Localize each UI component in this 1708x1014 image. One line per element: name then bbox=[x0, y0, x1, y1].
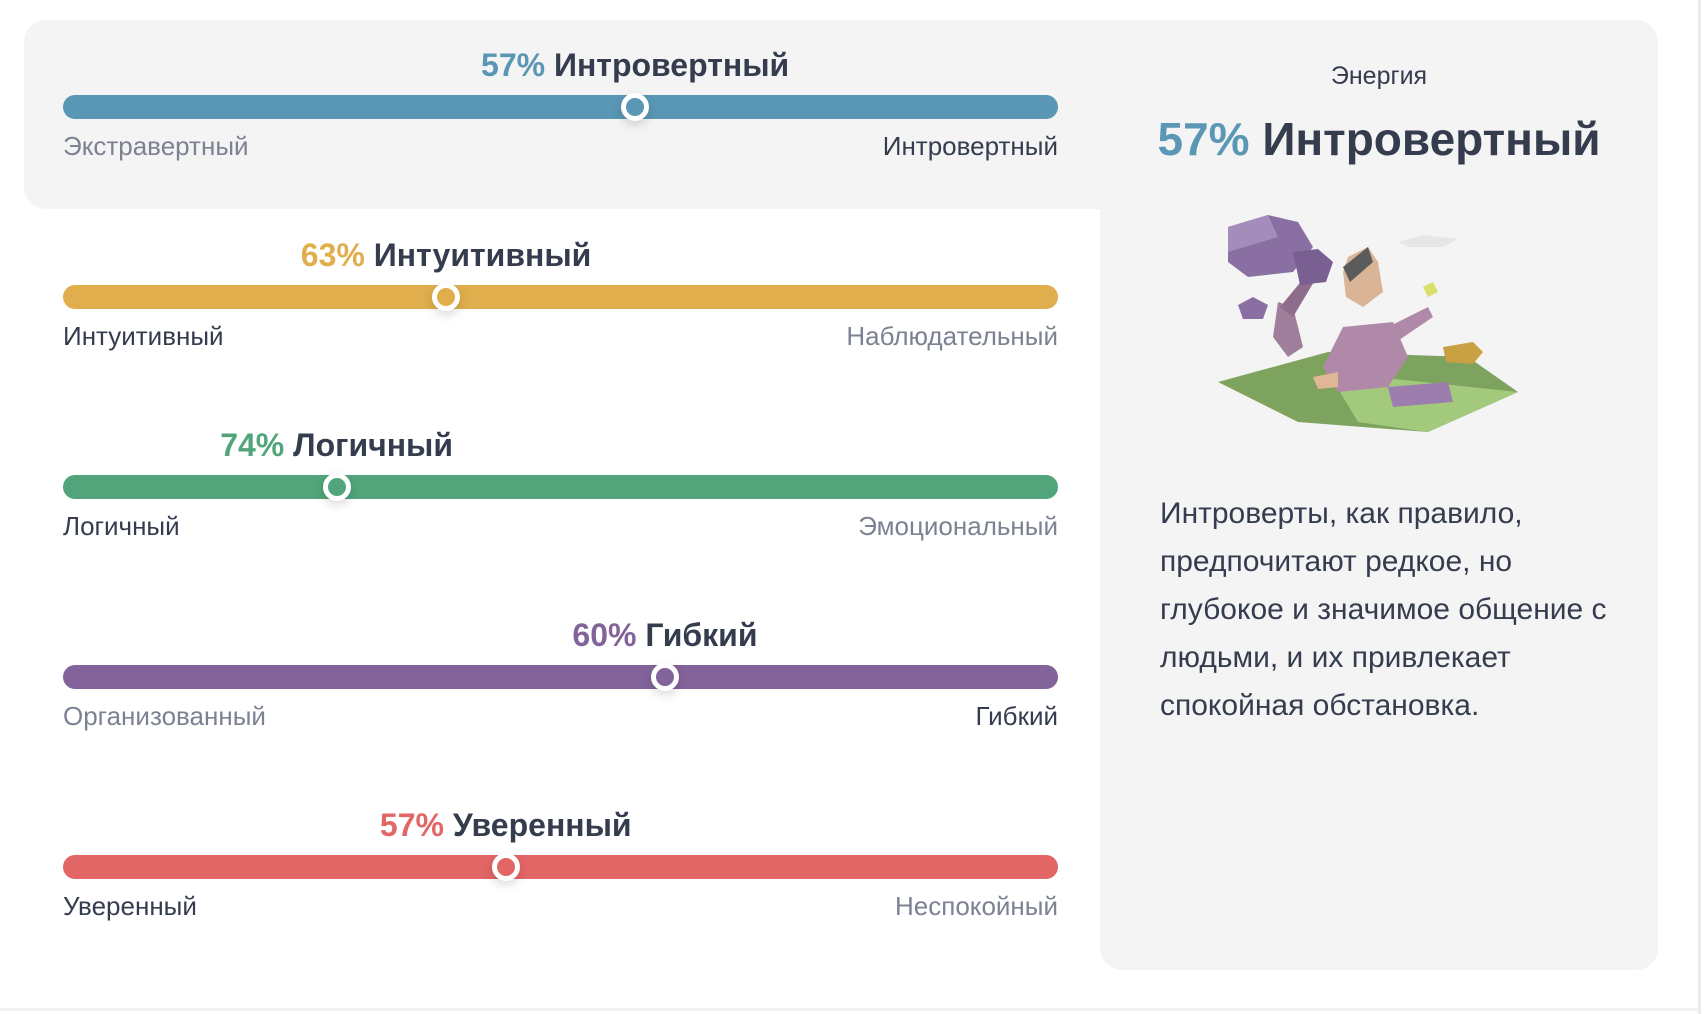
trait-right-label: Неспокойный bbox=[895, 891, 1058, 921]
trait-name: Логичный bbox=[293, 427, 454, 463]
trait-bar[interactable] bbox=[63, 285, 1058, 309]
divider bbox=[0, 1008, 1698, 1011]
introvert-illustration bbox=[1218, 215, 1518, 432]
trait-percent: 57% bbox=[379, 807, 444, 843]
trait-percent: 60% bbox=[572, 617, 637, 653]
trait-row[interactable]: 74% Логичный Логичный Эмоциональный bbox=[63, 427, 1058, 597]
trait-marker[interactable] bbox=[650, 663, 679, 691]
trait-row[interactable]: 57% Уверенный Уверенный Неспокойный bbox=[63, 807, 1058, 977]
trait-title: 60% Гибкий bbox=[572, 617, 757, 654]
trait-marker[interactable] bbox=[621, 93, 650, 121]
trait-bar[interactable] bbox=[63, 95, 1058, 119]
trait-detail-title: 57% Интровертный bbox=[1100, 112, 1658, 166]
trait-title: 57% Интровертный bbox=[481, 47, 789, 84]
trait-title: 57% Уверенный bbox=[380, 807, 632, 844]
trait-row[interactable]: 63% Интуитивный Интуитивный Наблюдательн… bbox=[63, 237, 1058, 407]
trait-name: Интуитивный bbox=[373, 237, 592, 273]
trait-detail-panel: Энергия 57% Интровертный Интроверты, как… bbox=[1100, 20, 1658, 970]
trait-name: Интровертный bbox=[553, 47, 790, 83]
trait-detail-percent: 57% bbox=[1157, 113, 1250, 165]
trait-right-label: Наблюдательный bbox=[846, 321, 1058, 351]
trait-row[interactable]: 57% Интровертный Экстравертный Интроверт… bbox=[63, 47, 1058, 217]
trait-category: Энергия bbox=[1330, 62, 1428, 90]
trait-left-label: Логичный bbox=[63, 511, 180, 541]
trait-left-label: Интуитивный bbox=[63, 321, 224, 351]
trait-detail-name: Интровертный bbox=[1262, 113, 1601, 165]
trait-percent: 74% bbox=[220, 427, 285, 463]
trait-marker[interactable] bbox=[432, 283, 461, 311]
trait-marker[interactable] bbox=[322, 473, 351, 501]
trait-bar[interactable] bbox=[63, 855, 1058, 879]
trait-left-label: Организованный bbox=[63, 701, 266, 731]
trait-bar[interactable] bbox=[63, 665, 1058, 689]
trait-percent: 57% bbox=[481, 47, 546, 83]
trait-right-label: Гибкий bbox=[975, 701, 1058, 731]
trait-right-label: Интровертный bbox=[882, 131, 1058, 161]
trait-description: Интроверты, как правило, предпочитают ре… bbox=[1160, 497, 1607, 722]
scrollbar-track bbox=[1698, 0, 1701, 1014]
trait-bar[interactable] bbox=[63, 475, 1058, 499]
trait-left-label: Экстравертный bbox=[63, 131, 249, 161]
trait-marker[interactable] bbox=[491, 853, 520, 881]
trait-name: Уверенный bbox=[452, 807, 632, 843]
trait-name: Гибкий bbox=[645, 617, 758, 653]
trait-percent: 63% bbox=[300, 237, 365, 273]
trait-title: 63% Интуитивный bbox=[301, 237, 592, 274]
trait-title: 74% Логичный bbox=[220, 427, 453, 464]
trait-row[interactable]: 60% Гибкий Организованный Гибкий bbox=[63, 617, 1058, 787]
trait-right-label: Эмоциональный bbox=[858, 511, 1058, 541]
trait-left-label: Уверенный bbox=[63, 891, 197, 921]
